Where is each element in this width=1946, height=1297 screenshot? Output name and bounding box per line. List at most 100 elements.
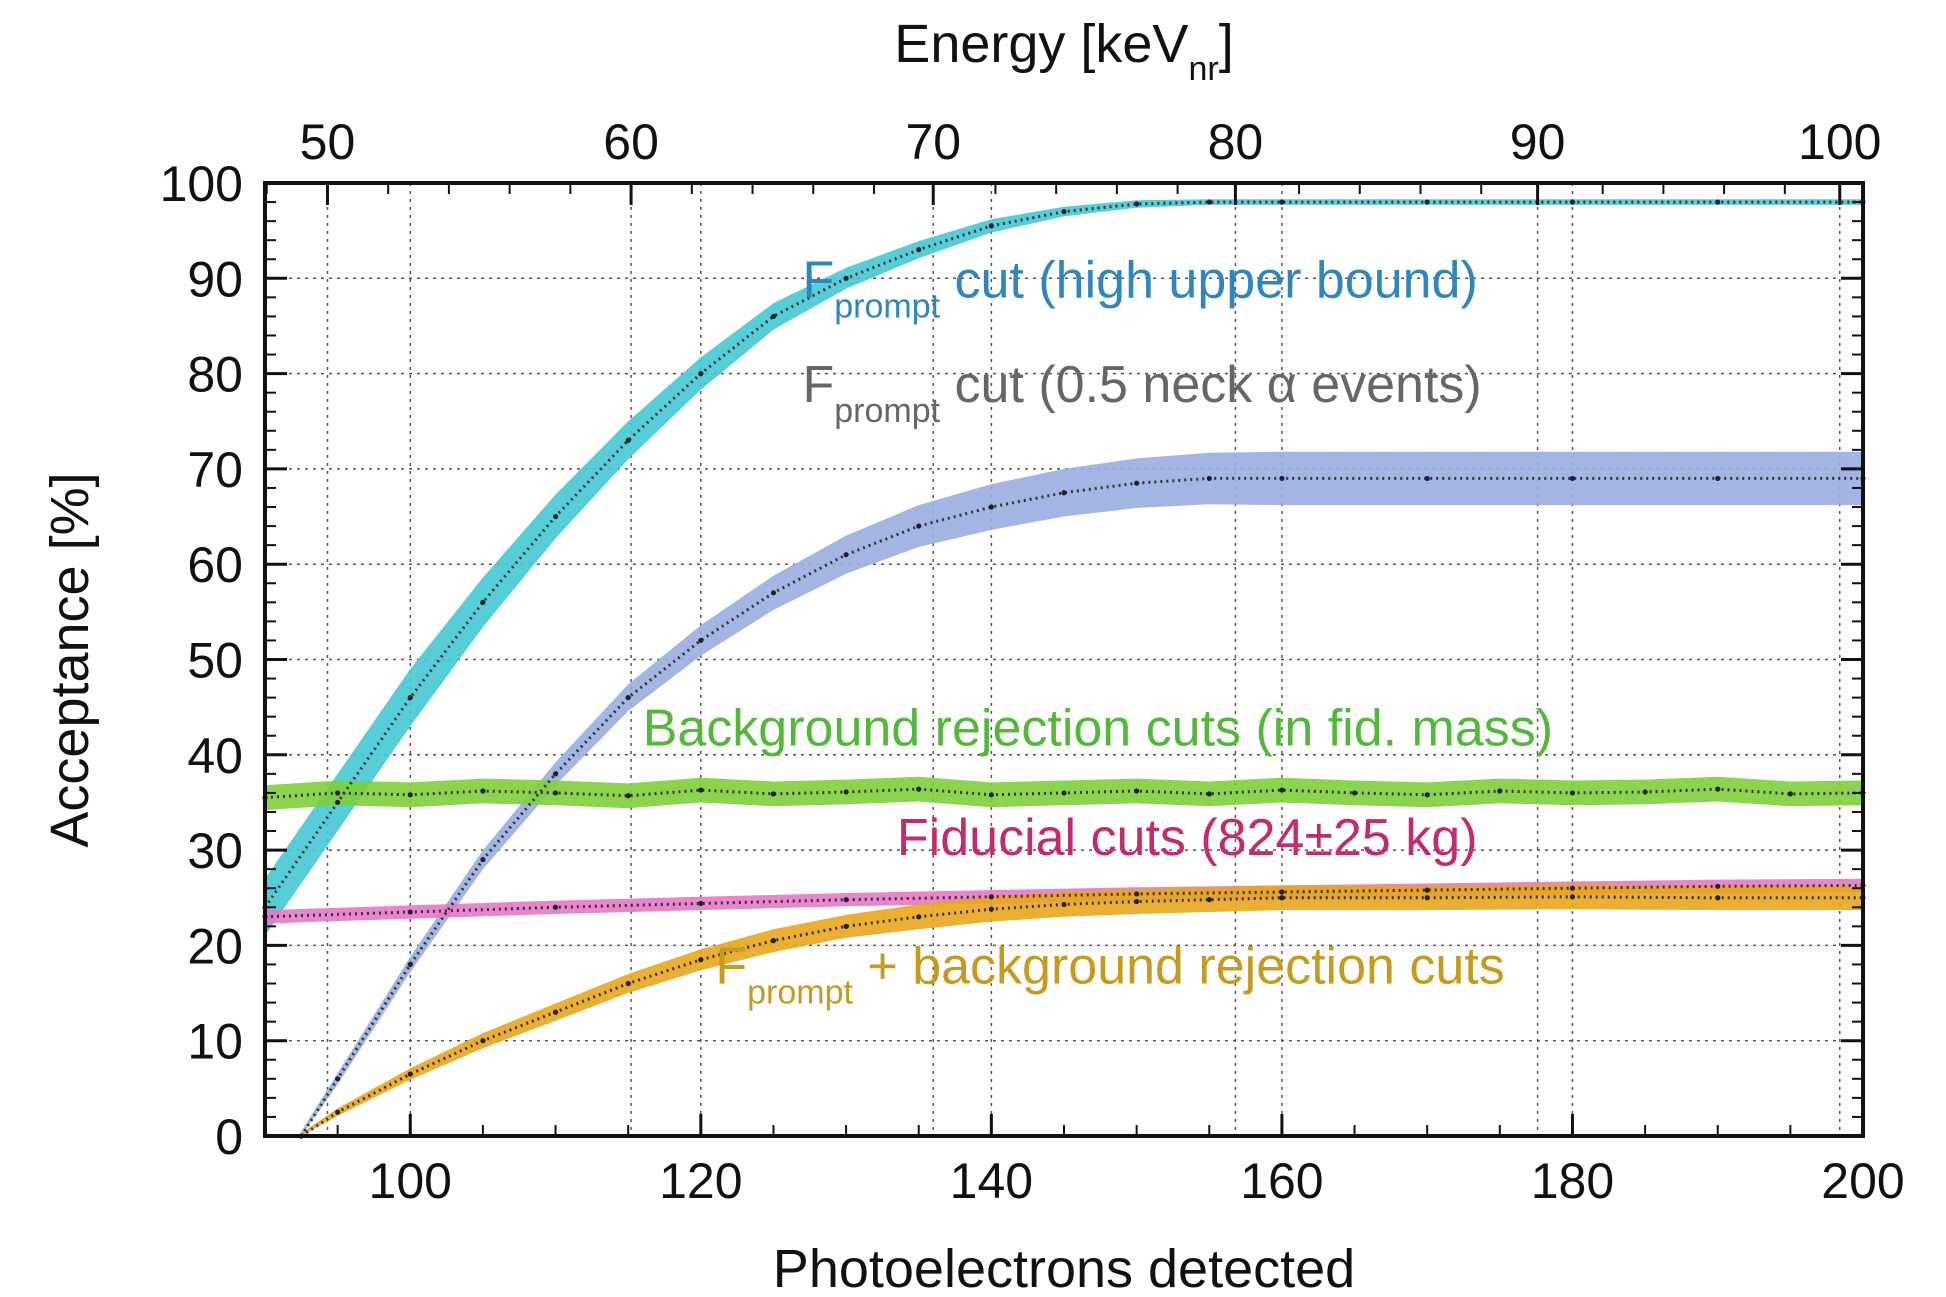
series-3-line bbox=[264, 883, 1864, 919]
y-tick-label: 70 bbox=[187, 442, 243, 498]
series-0-point bbox=[1715, 199, 1721, 205]
y-axis-title: Acceptance [%] bbox=[40, 472, 100, 847]
series-2-point bbox=[1206, 791, 1212, 797]
series-1-point bbox=[1715, 475, 1721, 482]
series-0-point bbox=[335, 799, 341, 806]
x2-tick-label: 50 bbox=[300, 114, 356, 170]
series-2-point bbox=[1279, 787, 1285, 793]
series-1-point bbox=[1569, 475, 1576, 482]
series-3-point bbox=[1279, 889, 1285, 895]
annotation-3: Fiducial cuts (824±25 kg) bbox=[897, 809, 1478, 867]
series-2-point bbox=[480, 788, 486, 794]
series-2-point bbox=[1642, 789, 1648, 795]
y-tick-label: 60 bbox=[187, 537, 243, 593]
annotation-0-main: F bbox=[803, 251, 835, 309]
series-2-point bbox=[1061, 790, 1067, 796]
x2-tick-label: 60 bbox=[603, 114, 659, 170]
series-0-point bbox=[480, 599, 486, 605]
x-tick-label: 180 bbox=[1531, 1153, 1614, 1209]
series-4-point bbox=[916, 914, 922, 920]
series-4-point bbox=[988, 906, 994, 912]
series-3-point bbox=[988, 894, 994, 900]
y-tick-label: 30 bbox=[187, 823, 243, 879]
series-0-point bbox=[625, 437, 631, 443]
series-2-point bbox=[698, 787, 704, 793]
series-0-point bbox=[1061, 208, 1067, 215]
series-0-point bbox=[916, 247, 922, 253]
series-1-point bbox=[770, 590, 777, 596]
series-annotations: Fprompt cut (high upper bound)Fprompt cu… bbox=[643, 251, 1553, 1011]
series-0-point bbox=[407, 695, 413, 701]
series-4-point bbox=[843, 923, 849, 929]
annotation-4-rest: + background rejection cuts bbox=[853, 938, 1505, 996]
y-tick-label: 40 bbox=[187, 728, 243, 784]
x2-tick-label: 90 bbox=[1510, 114, 1566, 170]
x-tick-label: 160 bbox=[1240, 1153, 1323, 1209]
series-3-point bbox=[407, 909, 413, 915]
y-tick-label: 100 bbox=[160, 156, 243, 212]
y-tick-label: 10 bbox=[187, 1014, 243, 1070]
series-4-point bbox=[480, 1038, 486, 1044]
series-4-point bbox=[698, 957, 704, 963]
series-4-point bbox=[335, 1109, 341, 1115]
series-3-point bbox=[1134, 891, 1140, 897]
series-3-point bbox=[843, 897, 849, 903]
y-tick-label: 90 bbox=[187, 251, 243, 307]
x2-tick-label: 70 bbox=[905, 114, 961, 170]
series-2-point bbox=[1134, 788, 1140, 794]
series-4-point bbox=[1569, 894, 1576, 900]
annotation-0-sub: prompt bbox=[834, 287, 940, 325]
annotation-1: Fprompt cut (0.5 neck α events) bbox=[803, 356, 1482, 430]
x2-axis-title: Energy [keVnr] bbox=[894, 14, 1233, 88]
series-4-point bbox=[552, 1009, 559, 1015]
series-3-point bbox=[1569, 885, 1576, 891]
series-1-point bbox=[698, 637, 704, 644]
series-0-point bbox=[1134, 201, 1140, 207]
series-1-point bbox=[1134, 480, 1140, 486]
series-4-point bbox=[770, 938, 777, 944]
x2-tick-label: 80 bbox=[1208, 114, 1264, 170]
series-4-point bbox=[1424, 895, 1430, 901]
x2-title-end: ] bbox=[1219, 14, 1234, 74]
annotation-4: Fprompt + background rejection cuts bbox=[715, 938, 1504, 1012]
tick-labels: 0 10 20 30 40 50 60 70 80 90 100 100 120 140 160 180 200… bbox=[160, 114, 1905, 1209]
series-2-point bbox=[625, 793, 631, 799]
series-3-point bbox=[552, 904, 559, 910]
annotation-1-sub: prompt bbox=[834, 392, 940, 430]
annotation-0: Fprompt cut (high upper bound) bbox=[803, 251, 1478, 325]
series-0-point bbox=[770, 313, 777, 320]
annotation-0-rest: cut (high upper bound) bbox=[940, 251, 1478, 309]
series-2-point bbox=[407, 792, 413, 798]
series-1-point bbox=[1061, 490, 1067, 496]
axis-ticks bbox=[264, 181, 1865, 1138]
annotation-2: Background rejection cuts (in fid. mass) bbox=[643, 699, 1553, 757]
series-4-point bbox=[1206, 897, 1212, 903]
series-2-point bbox=[1569, 790, 1576, 796]
x2-title-main: Energy [keV bbox=[894, 14, 1188, 74]
series-lines bbox=[262, 199, 1866, 1139]
series-1-point bbox=[480, 857, 486, 863]
series-2-point bbox=[843, 789, 849, 795]
series-2-point bbox=[1787, 791, 1793, 797]
series-4-point bbox=[1715, 895, 1721, 901]
series-0-point bbox=[843, 275, 849, 281]
series-4-point bbox=[1134, 898, 1140, 905]
series-2-point bbox=[335, 790, 341, 796]
series-1-point bbox=[1206, 475, 1212, 482]
series-2-point bbox=[1424, 792, 1430, 798]
x-tick-label: 200 bbox=[1821, 1153, 1904, 1209]
x2-title-sub: nr bbox=[1188, 50, 1218, 88]
series-0-point bbox=[552, 513, 559, 520]
series-3-point bbox=[698, 900, 704, 907]
series-1-point bbox=[1424, 475, 1430, 482]
annotation-1-rest: cut (0.5 neck α events) bbox=[940, 356, 1482, 414]
x-tick-label: 140 bbox=[950, 1153, 1033, 1209]
series-2-point bbox=[1351, 790, 1358, 796]
annotation-1-main: F bbox=[803, 356, 835, 414]
y-tick-label: 20 bbox=[187, 918, 243, 974]
series-2-point bbox=[988, 792, 994, 798]
annotation-4-sub: prompt bbox=[747, 974, 853, 1012]
series-1-point bbox=[335, 1076, 341, 1082]
y-tick-label: 0 bbox=[215, 1109, 243, 1165]
series-0-point bbox=[698, 371, 704, 377]
